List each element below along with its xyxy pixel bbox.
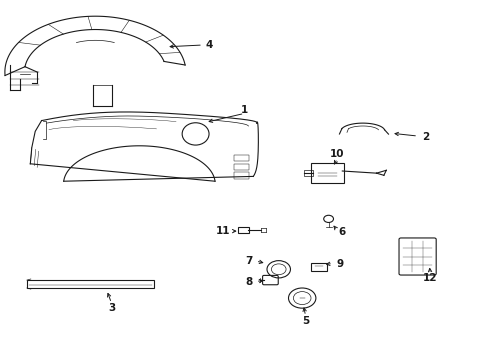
- Text: 11: 11: [216, 226, 230, 236]
- Text: 12: 12: [422, 273, 437, 283]
- Text: 8: 8: [245, 276, 252, 287]
- Text: 5: 5: [302, 316, 308, 326]
- Text: 6: 6: [338, 227, 345, 237]
- Text: 9: 9: [336, 258, 343, 269]
- Text: 4: 4: [205, 40, 213, 50]
- Text: 1: 1: [241, 105, 247, 115]
- Text: 2: 2: [421, 132, 428, 142]
- Text: 10: 10: [329, 149, 344, 159]
- Text: 3: 3: [108, 303, 115, 313]
- Text: 7: 7: [245, 256, 253, 266]
